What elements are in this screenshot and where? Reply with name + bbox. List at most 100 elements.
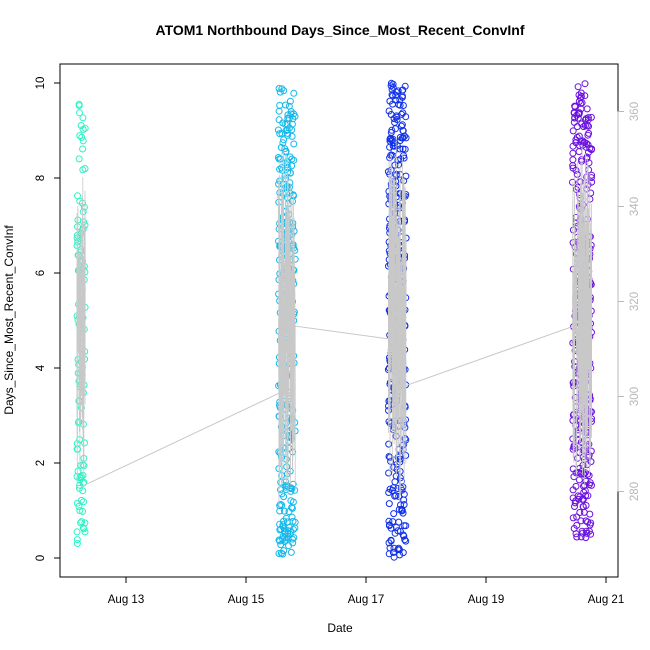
data-point	[584, 114, 592, 122]
data-point	[398, 477, 406, 485]
y2-tick-label: 280	[629, 482, 641, 501]
data-point	[588, 146, 595, 154]
data-point	[387, 129, 395, 136]
data-point	[587, 519, 595, 527]
data-point	[74, 192, 81, 200]
data-point	[288, 535, 296, 543]
data-point	[275, 550, 283, 557]
trend-lines	[76, 138, 592, 509]
data-point	[281, 120, 289, 128]
data-point	[588, 178, 596, 186]
y2-tick-label: 320	[629, 292, 641, 311]
y2-tick-label: 300	[629, 387, 641, 406]
x-tick-label: Aug 13	[108, 594, 144, 606]
data-point	[572, 166, 580, 174]
data-point	[386, 97, 394, 105]
data-point	[282, 486, 290, 493]
data-point	[387, 82, 395, 90]
data-point	[569, 127, 577, 135]
data-point	[582, 143, 590, 151]
data-point	[279, 523, 287, 531]
data-point	[75, 502, 83, 510]
data-point	[78, 133, 86, 141]
y-tick-label: 8	[35, 175, 47, 181]
data-point	[400, 152, 407, 160]
data-point	[402, 537, 410, 545]
data-point	[390, 544, 398, 552]
data-point	[581, 487, 589, 495]
data-point	[571, 114, 579, 122]
data-point	[578, 157, 586, 165]
y-tick-label: 6	[35, 270, 47, 276]
data-point	[385, 550, 393, 558]
data-point	[75, 155, 83, 163]
data-point	[398, 121, 406, 129]
data-point	[288, 126, 296, 134]
trend-line	[80, 324, 577, 488]
data-point	[391, 492, 399, 500]
data-point	[586, 510, 594, 518]
data-point	[81, 528, 89, 536]
data-point	[290, 156, 298, 164]
data-point	[282, 147, 290, 155]
data-point	[81, 124, 89, 132]
data-point	[77, 461, 85, 469]
data-point	[386, 485, 394, 493]
y2-tick-label: 360	[629, 102, 641, 121]
data-point	[587, 189, 595, 197]
data-point	[395, 161, 403, 169]
data-point	[575, 476, 583, 484]
y2-tick-label: 340	[629, 197, 641, 216]
data-point	[577, 469, 585, 477]
data-point	[584, 141, 592, 149]
data-point	[275, 116, 283, 124]
data-point	[279, 139, 287, 147]
y-axis-label: Days_Since_Most_Recent_ConvInf	[2, 225, 16, 415]
data-point	[276, 130, 284, 138]
data-point	[276, 537, 284, 545]
data-point	[572, 185, 580, 193]
data-point	[577, 99, 585, 107]
data-point	[290, 140, 298, 148]
data-point	[385, 440, 393, 448]
data-point	[274, 126, 282, 134]
data-point	[396, 145, 404, 153]
data-point	[77, 404, 85, 412]
data-point	[281, 528, 288, 535]
data-point	[287, 548, 295, 556]
data-point	[385, 517, 393, 525]
data-point	[582, 534, 590, 542]
data-point	[573, 533, 581, 541]
data-point	[76, 109, 83, 117]
data-point	[585, 527, 593, 535]
data-point	[578, 120, 586, 128]
data-point	[277, 478, 285, 486]
data-point	[282, 101, 289, 109]
data-point	[76, 481, 84, 489]
data-point	[75, 102, 83, 110]
data-point	[574, 114, 582, 122]
data-point	[401, 536, 409, 544]
data-point	[79, 137, 87, 145]
data-point	[385, 469, 393, 477]
data-point	[391, 125, 399, 133]
data-point	[389, 549, 397, 556]
data-point	[277, 144, 285, 151]
data-point	[277, 500, 284, 508]
data-point	[569, 162, 577, 170]
data-point	[402, 522, 410, 530]
data-point	[393, 116, 401, 124]
data-point	[391, 478, 399, 486]
data-point	[398, 507, 406, 515]
data-point	[394, 453, 402, 461]
data-points	[73, 79, 596, 561]
data-point	[288, 513, 296, 521]
data-point	[280, 507, 288, 515]
data-point	[385, 107, 393, 115]
data-point	[577, 138, 585, 146]
x-tick-label: Aug 21	[588, 594, 624, 606]
data-point	[398, 93, 406, 101]
data-point	[585, 122, 592, 130]
data-point	[576, 142, 583, 149]
data-point	[583, 529, 591, 537]
